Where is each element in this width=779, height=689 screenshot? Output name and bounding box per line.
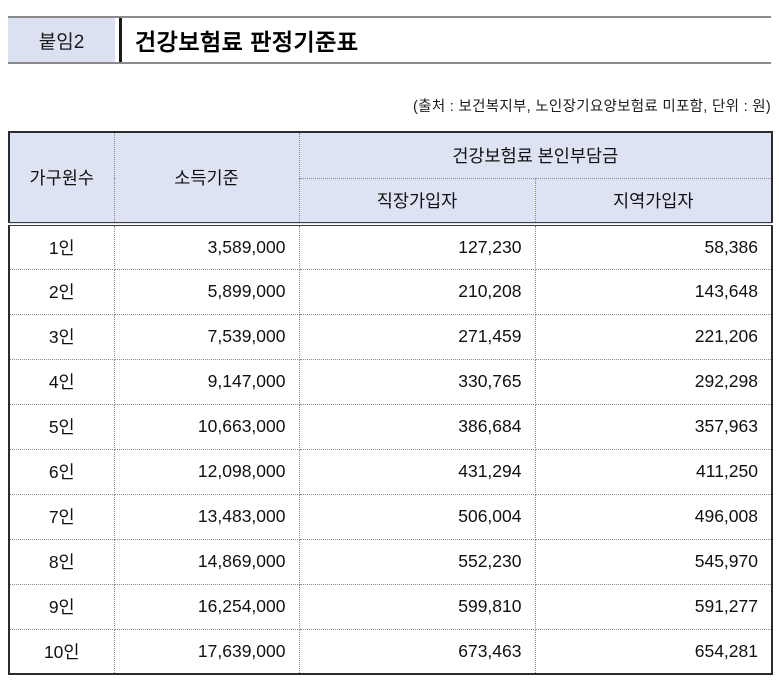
workplace-cell: 599,810 <box>298 583 536 630</box>
regional-cell: 411,250 <box>534 448 773 495</box>
table-row: 7인 13,483,000 506,004 496,008 <box>8 493 773 540</box>
workplace-cell: 552,230 <box>298 538 536 585</box>
badge-gap <box>115 18 119 62</box>
table-row: 9인 16,254,000 599,810 591,277 <box>8 583 773 630</box>
workplace-cell: 210,208 <box>298 268 536 315</box>
household-cell: 10인 <box>8 628 115 675</box>
income-cell: 16,254,000 <box>113 583 300 630</box>
workplace-cell: 271,459 <box>298 313 536 360</box>
premium-criteria-table: 가구원수 소득기준 건강보험료 본인부담금 직장가입자 지역가입자 1인 3,58… <box>8 131 773 675</box>
header-workplace: 직장가입자 <box>298 177 536 225</box>
workplace-cell: 127,230 <box>298 223 536 270</box>
income-cell: 7,539,000 <box>113 313 300 360</box>
household-cell: 8인 <box>8 538 115 585</box>
table-row: 2인 5,899,000 210,208 143,648 <box>8 268 773 315</box>
income-cell: 10,663,000 <box>113 403 300 450</box>
household-cell: 3인 <box>8 313 115 360</box>
household-cell: 2인 <box>8 268 115 315</box>
table-header: 가구원수 소득기준 건강보험료 본인부담금 직장가입자 지역가입자 <box>8 131 773 225</box>
income-cell: 14,869,000 <box>113 538 300 585</box>
table-row: 4인 9,147,000 330,765 292,298 <box>8 358 773 405</box>
table-row: 6인 12,098,000 431,294 411,250 <box>8 448 773 495</box>
regional-cell: 357,963 <box>534 403 773 450</box>
regional-cell: 591,277 <box>534 583 773 630</box>
header-income: 소득기준 <box>113 131 300 225</box>
income-cell: 12,098,000 <box>113 448 300 495</box>
table-row: 1인 3,589,000 127,230 58,386 <box>8 223 773 270</box>
workplace-cell: 386,684 <box>298 403 536 450</box>
header-row-1: 가구원수 소득기준 건강보험료 본인부담금 <box>8 131 773 225</box>
regional-cell: 58,386 <box>534 223 773 270</box>
document-page: 붙임2 건강보험료 판정기준표 (출처 : 보건복지부, 노인장기요양보험료 미… <box>0 16 779 675</box>
page-title: 건강보험료 판정기준표 <box>135 29 359 55</box>
header-household: 가구원수 <box>8 131 115 225</box>
household-cell: 5인 <box>8 403 115 450</box>
title-bar: 붙임2 건강보험료 판정기준표 <box>8 16 771 64</box>
header-copay-group: 건강보험료 본인부담금 <box>298 131 773 179</box>
household-cell: 7인 <box>8 493 115 540</box>
income-cell: 5,899,000 <box>113 268 300 315</box>
regional-cell: 143,648 <box>534 268 773 315</box>
household-cell: 1인 <box>8 223 115 270</box>
regional-cell: 654,281 <box>534 628 773 675</box>
income-cell: 3,589,000 <box>113 223 300 270</box>
workplace-cell: 673,463 <box>298 628 536 675</box>
regional-cell: 221,206 <box>534 313 773 360</box>
table-row: 5인 10,663,000 386,684 357,963 <box>8 403 773 450</box>
table-row: 3인 7,539,000 271,459 221,206 <box>8 313 773 360</box>
attachment-badge: 붙임2 <box>8 18 115 62</box>
regional-cell: 292,298 <box>534 358 773 405</box>
table-row: 10인 17,639,000 673,463 654,281 <box>8 628 773 675</box>
header-regional: 지역가입자 <box>534 177 773 225</box>
regional-cell: 545,970 <box>534 538 773 585</box>
source-note: (출처 : 보건복지부, 노인장기요양보험료 미포함, 단위 : 원) <box>413 99 771 115</box>
income-cell: 17,639,000 <box>113 628 300 675</box>
workplace-cell: 431,294 <box>298 448 536 495</box>
regional-cell: 496,008 <box>534 493 773 540</box>
income-cell: 13,483,000 <box>113 493 300 540</box>
household-cell: 9인 <box>8 583 115 630</box>
workplace-cell: 506,004 <box>298 493 536 540</box>
title-divider <box>119 18 122 62</box>
household-cell: 4인 <box>8 358 115 405</box>
income-cell: 9,147,000 <box>113 358 300 405</box>
attachment-badge-label: 붙임2 <box>38 31 85 53</box>
table-body: 1인 3,589,000 127,230 58,386 2인 5,899,000 210,2… <box>8 223 773 675</box>
workplace-cell: 330,765 <box>298 358 536 405</box>
table-row: 8인 14,869,000 552,230 545,970 <box>8 538 773 585</box>
household-cell: 6인 <box>8 448 115 495</box>
